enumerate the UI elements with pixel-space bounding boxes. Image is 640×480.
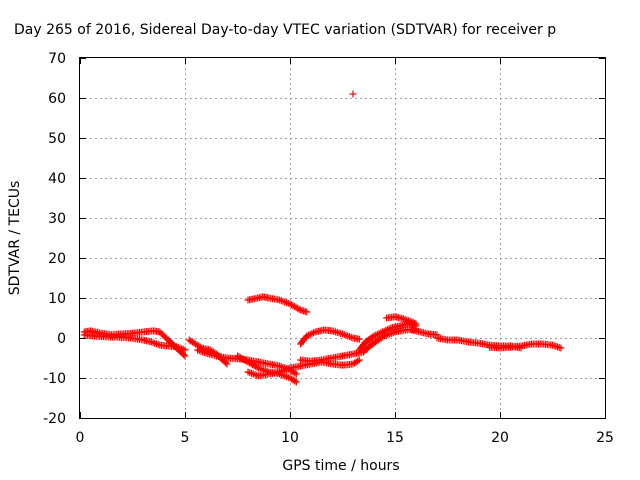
data-point-arc10 (372, 331, 380, 339)
data-point-arc2 (178, 345, 186, 353)
data-point-arc8 (303, 332, 311, 340)
chart-title: Day 265 of 2016, Sidereal Day-to-day VTE… (14, 22, 556, 38)
x-tick-label: 20 (491, 430, 509, 446)
data-point-arc2 (152, 340, 160, 348)
data-point-arc4 (292, 370, 300, 378)
x-tick-label: 5 (181, 430, 190, 446)
data-point-arc5 (238, 355, 246, 363)
data-point-arc11 (404, 317, 412, 325)
data-point-arc14 (557, 344, 565, 352)
data-point-arc5 (252, 362, 259, 370)
data-point-arc4 (200, 349, 208, 357)
data-point-arc7 (292, 303, 300, 311)
data-point-arc8 (308, 330, 316, 338)
x-axis-label: GPS time / hours (282, 458, 399, 474)
data-point-arc5 (241, 356, 249, 364)
y-tick-label: -10 (43, 371, 66, 387)
y-axis-label: SDTVAR / TECUs (7, 181, 23, 296)
data-point-arc5 (235, 353, 243, 361)
data-point-arc2 (147, 338, 155, 346)
data-point-outlier (349, 90, 357, 98)
data-point-arc5 (253, 363, 261, 371)
data-point-arc11 (406, 317, 414, 325)
data-point-arc2 (179, 345, 187, 353)
x-tick-label: 15 (386, 430, 404, 446)
data-point-arc10 (378, 328, 386, 336)
data-point-arc4 (194, 346, 202, 354)
data-point-arc10 (375, 330, 383, 338)
data-point-arc8 (306, 330, 314, 338)
y-tick-label: 0 (57, 331, 66, 347)
plot-frame (79, 57, 606, 419)
y-tick-label: 20 (48, 251, 66, 267)
data-point-arc7 (303, 308, 311, 316)
y-tick-label: -20 (43, 411, 66, 427)
data-point-arc10 (385, 325, 393, 333)
data-point-arc5 (240, 355, 247, 363)
data-point-arc7 (288, 301, 295, 309)
data-point-arc2 (149, 339, 157, 347)
data-point-arc2 (176, 344, 184, 352)
data-point-arc2 (181, 346, 189, 354)
data-point-arc11 (411, 319, 419, 327)
data-point-arc7 (294, 304, 301, 312)
data-point-arc5 (291, 377, 299, 385)
data-point-arc5 (247, 360, 255, 368)
data-point-arc8 (310, 329, 318, 337)
data-point-arc3 (223, 360, 231, 368)
data-point-arc10 (370, 332, 378, 340)
data-point-arc5 (243, 357, 250, 365)
y-tick-label: 30 (48, 211, 66, 227)
data-point-arc5 (234, 352, 241, 360)
data-point-arc5 (244, 358, 252, 366)
data-point-arc10 (382, 326, 390, 334)
data-point-arc4 (199, 348, 207, 356)
data-point-arc10 (373, 330, 381, 338)
data-point-arc10 (380, 327, 388, 335)
data-point-arc5 (292, 378, 300, 386)
data-point-arc6 (354, 357, 362, 365)
axis-ticks: 0 5 10 15 20 25 -20 -10 0 10 20 30 40 50 60 70 (43, 51, 614, 446)
y-tick-label: 60 (48, 91, 66, 107)
data-point-arc5 (237, 354, 244, 362)
data-point-arc7 (291, 303, 298, 311)
data-point-arc4 (197, 347, 205, 355)
data-point-arc1 (181, 352, 189, 360)
data-point-arc2 (151, 339, 159, 347)
data-point-arc2 (173, 343, 181, 351)
y-tick-label: 50 (48, 131, 66, 147)
data-point-arc6 (355, 356, 363, 364)
x-tick-label: 0 (76, 430, 85, 446)
data-point-arc5 (246, 359, 253, 367)
data-point-arc2 (174, 343, 182, 351)
data-point-arc8 (355, 335, 363, 343)
data-point-arc11 (401, 315, 409, 323)
data-point-arc4 (291, 369, 299, 377)
data-point-arc2 (154, 341, 162, 349)
data-point-arc5 (249, 361, 256, 369)
data-point-arc10 (383, 326, 391, 334)
data-point-arc8 (304, 331, 312, 339)
data-point-arc5 (250, 361, 258, 369)
data-point-arc7 (295, 305, 303, 313)
data-point-arc7 (286, 300, 294, 308)
data-points (80, 90, 565, 386)
y-tick-label: 10 (48, 291, 66, 307)
x-tick-label: 25 (596, 430, 614, 446)
data-point-arc7 (289, 302, 297, 310)
x-tick-label: 10 (281, 430, 299, 446)
y-tick-label: 70 (48, 51, 66, 67)
data-point-arc4 (195, 347, 203, 355)
data-point-arc10 (377, 329, 385, 337)
y-tick-label: 40 (48, 171, 66, 187)
data-point-arc11 (403, 316, 411, 324)
data-point-arc11 (399, 315, 407, 323)
data-point-arc11 (412, 320, 420, 328)
